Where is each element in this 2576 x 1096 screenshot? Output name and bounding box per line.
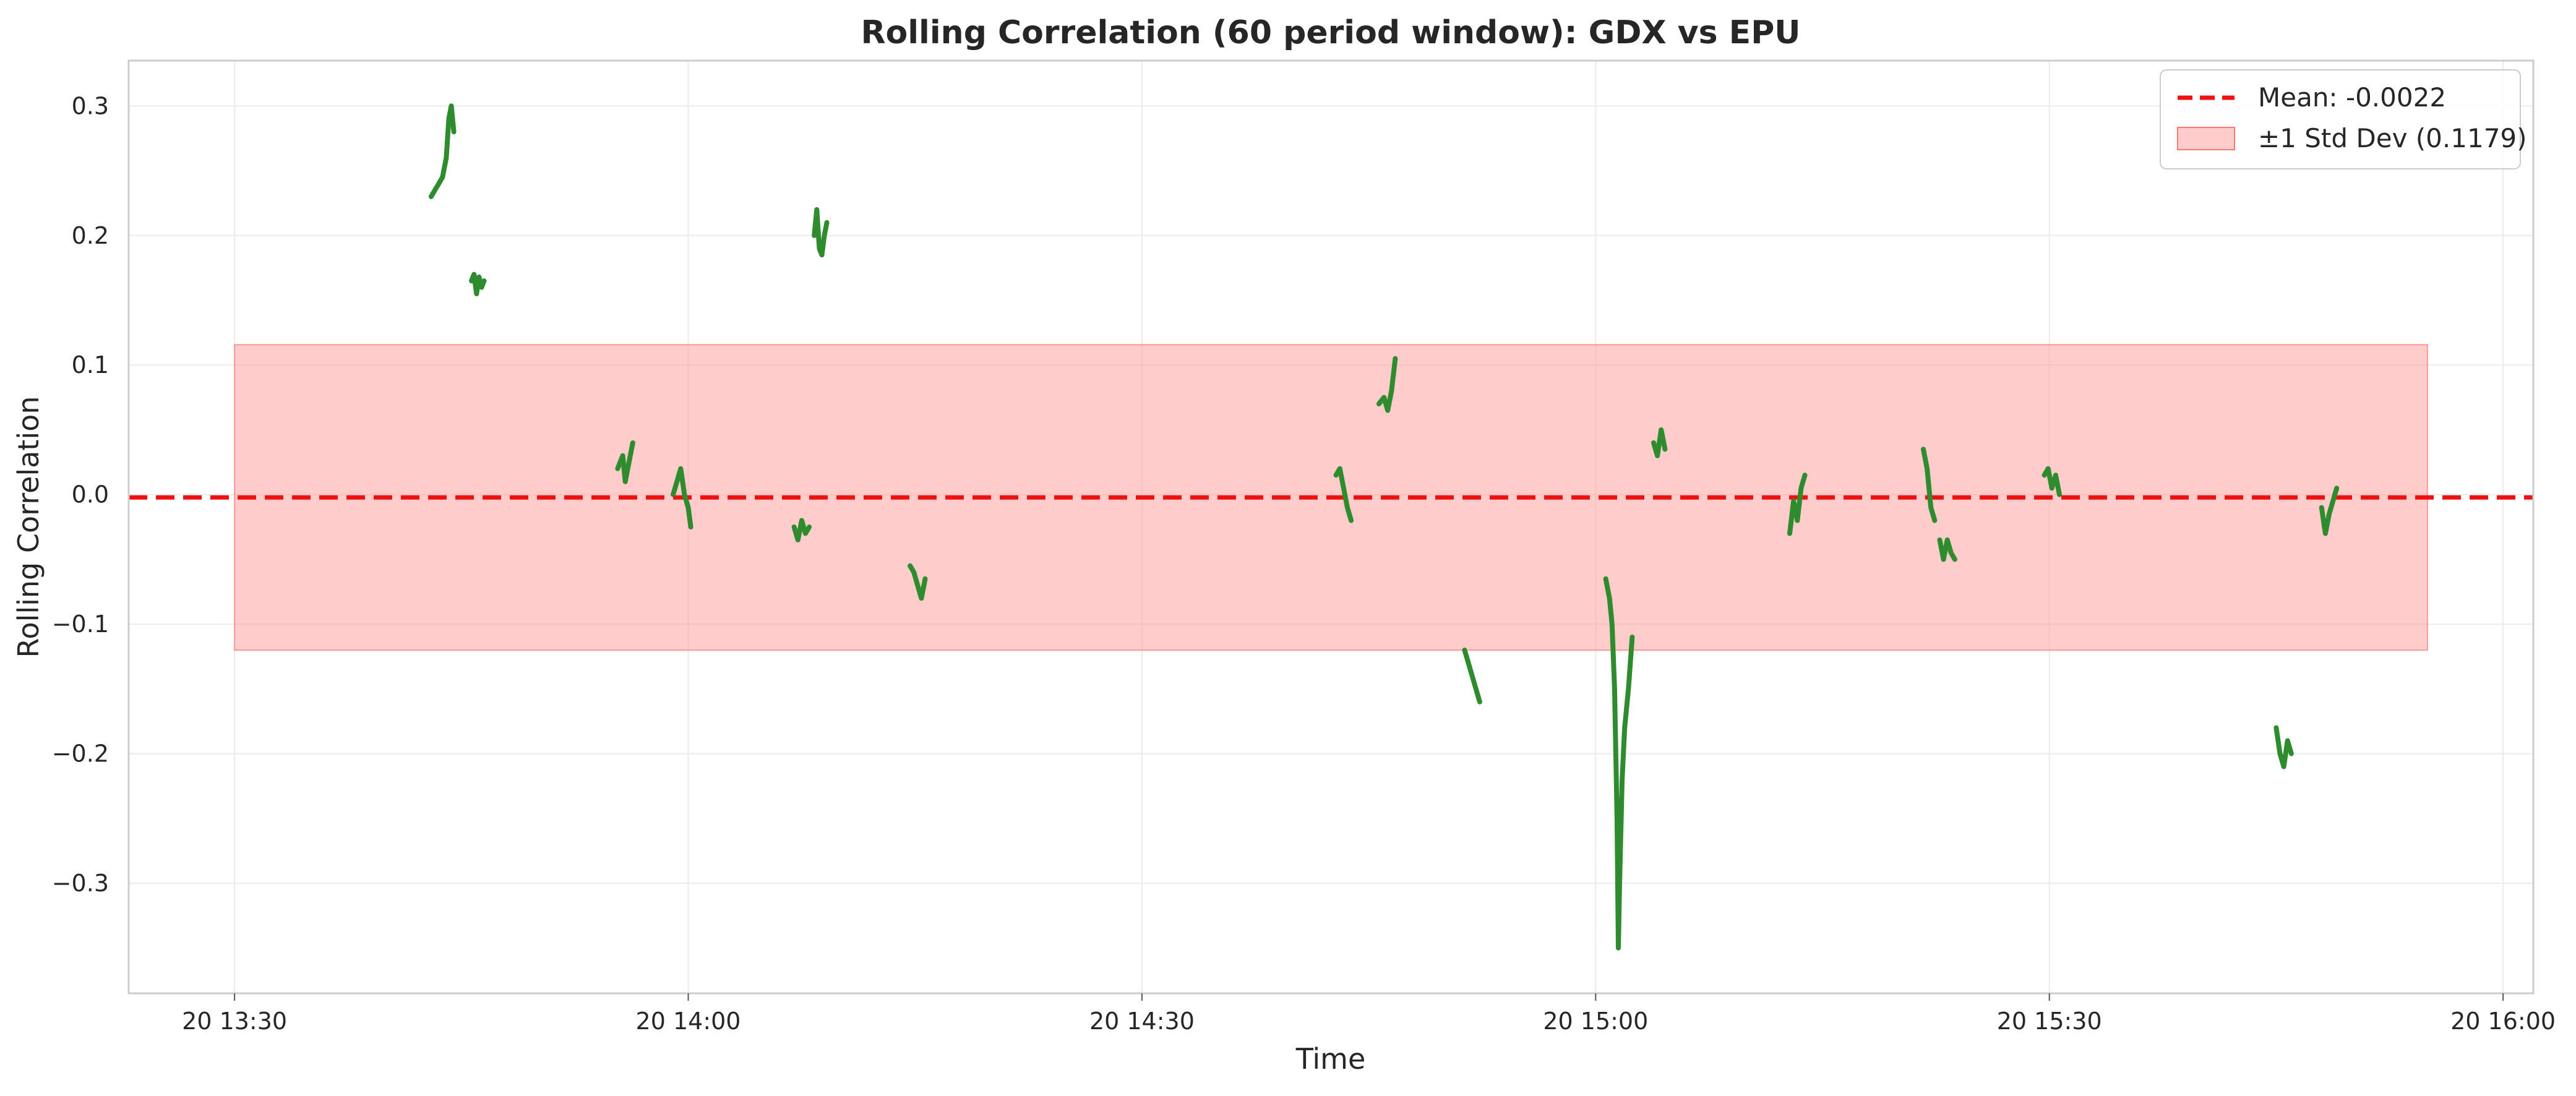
x-tick-label: 20 15:00 (1543, 1008, 1648, 1035)
series-segment (1333, 466, 1354, 523)
series-segment (671, 466, 693, 529)
legend: Mean: -0.0022 ±1 Std Dev (0.1179) (2160, 69, 2527, 169)
x-tick-label: 20 14:00 (636, 1008, 741, 1035)
x-axis-label: Time (1295, 1042, 1366, 1076)
series-segment (2041, 466, 2062, 497)
series-segment (1376, 356, 1398, 413)
y-axis-label: Rolling Correlation (12, 396, 45, 657)
legend-band-swatch (2177, 127, 2235, 150)
x-tick-label: 20 16:00 (2450, 1008, 2556, 1035)
legend-mean-label: Mean: -0.0022 (2258, 82, 2446, 113)
series-segment (1921, 447, 1938, 523)
series-segment (428, 103, 457, 199)
plot-frame (127, 59, 2535, 995)
series-segment (1651, 427, 1668, 458)
y-tick-label: 0.2 (72, 222, 109, 249)
chart-title: Rolling Correlation (60 period window): … (861, 14, 1800, 51)
series-segment (2273, 725, 2294, 769)
x-tick-label: 20 14:30 (1089, 1008, 1195, 1035)
series-segment (1787, 473, 1808, 536)
series-segment (1937, 537, 1957, 562)
series-rolling-correlation (428, 103, 2340, 951)
y-tick-label: 0.3 (72, 92, 109, 119)
y-tick-label: −0.3 (52, 870, 109, 897)
x-tick-label: 20 15:30 (1997, 1008, 2102, 1035)
legend-band-label: ±1 Std Dev (0.1179) (2258, 123, 2527, 153)
series-segment (1462, 648, 1482, 704)
y-tick-label: −0.2 (52, 740, 109, 768)
series-segment (1603, 576, 1635, 951)
series-segment (2319, 486, 2340, 536)
series-segment (908, 563, 928, 601)
y-tick-label: −0.1 (52, 610, 109, 638)
y-tick-label: 0.0 (72, 481, 109, 508)
series-segment (469, 272, 487, 296)
y-tick-label: 0.1 (72, 351, 109, 379)
tick-labels: 20 13:30 20 14:00 20 14:30 20 15:00 20 15:30… (52, 92, 2556, 1035)
x-tick-label: 20 13:30 (182, 1008, 287, 1035)
series-segment (812, 207, 830, 258)
series-segment (615, 440, 635, 484)
legend-frame (2160, 69, 2521, 169)
series-segment (791, 518, 812, 542)
